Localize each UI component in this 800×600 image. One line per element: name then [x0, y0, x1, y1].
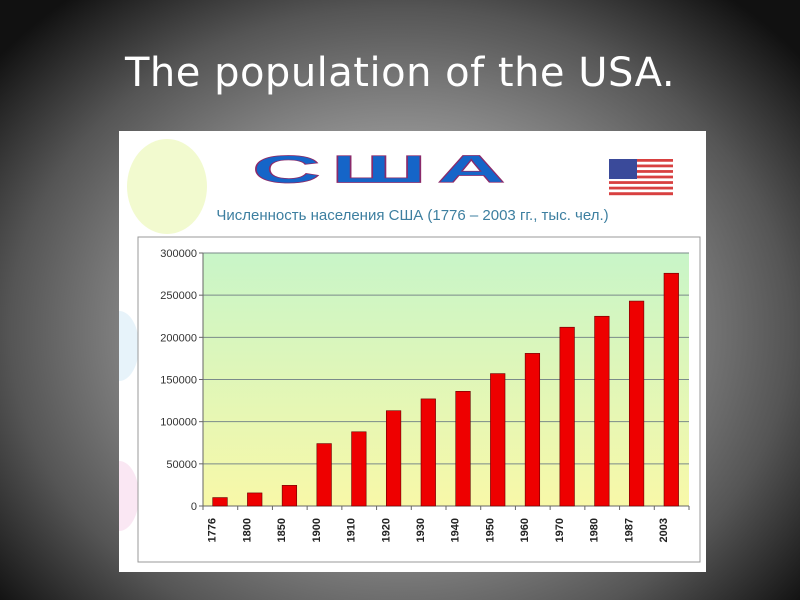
x-tick-label: 1940 — [450, 518, 462, 542]
x-tick-label: 1776 — [207, 518, 219, 542]
x-tick-label: 1980 — [589, 518, 601, 542]
x-tick-label: 1950 — [484, 518, 496, 542]
x-tick-label: 1900 — [311, 518, 323, 542]
bar-1970 — [559, 326, 575, 507]
x-tick-label: 1920 — [380, 518, 392, 542]
bar-1950 — [490, 373, 506, 507]
x-tick-label: 1970 — [554, 518, 566, 542]
x-tick-label: 1850 — [276, 518, 288, 542]
balloon-decoration — [119, 311, 139, 381]
x-tick-label: 1910 — [346, 518, 358, 542]
bar-1900 — [316, 443, 332, 507]
y-tick-label: 250000 — [160, 290, 197, 302]
x-tick-label: 1987 — [623, 518, 635, 542]
bar-1850 — [281, 485, 298, 507]
us-flag-icon — [609, 159, 673, 196]
y-tick-label: 100000 — [160, 417, 197, 429]
usa-logo: США — [251, 146, 516, 191]
bar-1987 — [628, 300, 645, 507]
bar-1960 — [524, 353, 541, 507]
bar-1910 — [351, 431, 367, 507]
x-tick-label: 2003 — [658, 518, 670, 542]
balloon-decoration — [127, 139, 207, 234]
bar-2003 — [663, 272, 679, 507]
bar-1920 — [385, 410, 402, 507]
bar-1776 — [212, 497, 228, 507]
slide-title: The population of the USA. — [124, 50, 676, 96]
x-tick-label: 1930 — [415, 518, 427, 542]
bar-1940 — [455, 391, 471, 507]
y-tick-label: 0 — [191, 501, 197, 513]
x-tick-label: 1800 — [241, 518, 253, 542]
y-tick-label: 150000 — [160, 375, 197, 387]
y-tick-label: 200000 — [160, 332, 197, 344]
x-tick-label: 1960 — [519, 518, 531, 542]
bar-1800 — [247, 492, 263, 507]
balloon-decoration — [119, 461, 139, 531]
bar-1980 — [594, 315, 610, 507]
bar-1930 — [420, 398, 436, 507]
y-tick-label: 300000 — [160, 248, 197, 260]
y-tick-label: 50000 — [166, 459, 197, 471]
chart-title: Численность населения США (1776 – 2003 г… — [216, 207, 609, 224]
